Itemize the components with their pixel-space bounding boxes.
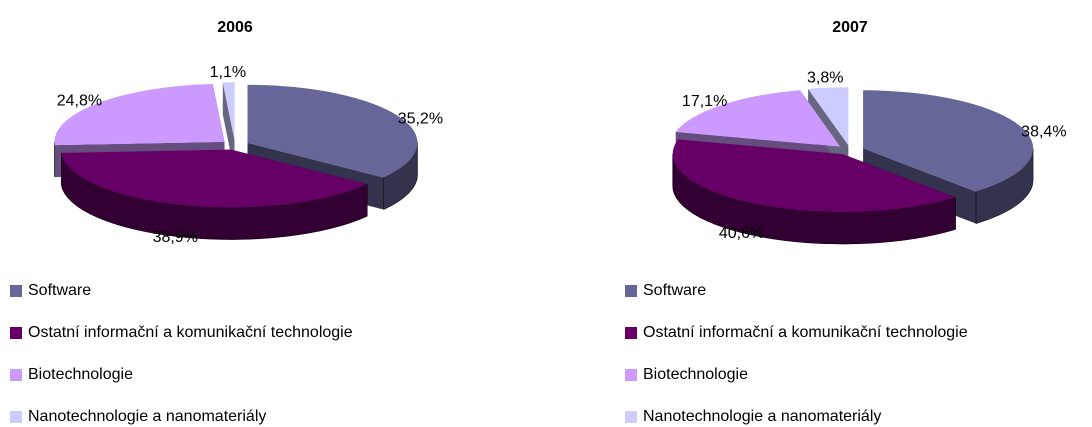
legend-label: Biotechnologie bbox=[643, 366, 748, 383]
legend-swatch bbox=[10, 411, 22, 423]
data-label: 38,9% bbox=[153, 229, 198, 246]
data-label: 3,8% bbox=[807, 70, 843, 87]
legend-swatch bbox=[10, 327, 22, 339]
data-label: 35,2% bbox=[398, 111, 443, 128]
legend-label: Software bbox=[28, 282, 91, 299]
legend-swatch bbox=[10, 285, 22, 297]
legend-label: Ostatní informační a komunikační technol… bbox=[643, 324, 968, 341]
legend-label: Ostatní informační a komunikační technol… bbox=[28, 324, 353, 341]
slice bbox=[672, 139, 956, 213]
legend-swatch bbox=[10, 369, 22, 381]
chart-title: 2006 bbox=[217, 19, 253, 36]
data-label: 24,8% bbox=[57, 93, 102, 110]
slice bbox=[675, 90, 841, 147]
slice-side bbox=[60, 152, 368, 240]
legend-swatch bbox=[625, 369, 637, 381]
slice-side bbox=[672, 154, 956, 245]
slice bbox=[222, 82, 235, 141]
data-label: 38,4% bbox=[1021, 123, 1066, 140]
chart-title: 2007 bbox=[832, 19, 868, 36]
slice bbox=[61, 149, 368, 208]
data-label: 40,6% bbox=[719, 225, 764, 242]
legend-swatch bbox=[625, 285, 637, 297]
slice bbox=[863, 90, 1034, 192]
slice bbox=[54, 83, 225, 146]
data-label: 1,1% bbox=[210, 64, 246, 81]
data-label: 17,1% bbox=[682, 93, 727, 110]
legend-swatch bbox=[625, 411, 637, 423]
legend-swatch bbox=[625, 327, 637, 339]
legend-label: Nanotechnologie a nanomateriály bbox=[643, 408, 881, 425]
legend-label: Biotechnologie bbox=[28, 366, 133, 383]
legend-label: Nanotechnologie a nanomateriály bbox=[28, 408, 266, 425]
slice bbox=[808, 87, 849, 146]
slice bbox=[247, 84, 418, 178]
legend-label: Software bbox=[643, 282, 706, 299]
